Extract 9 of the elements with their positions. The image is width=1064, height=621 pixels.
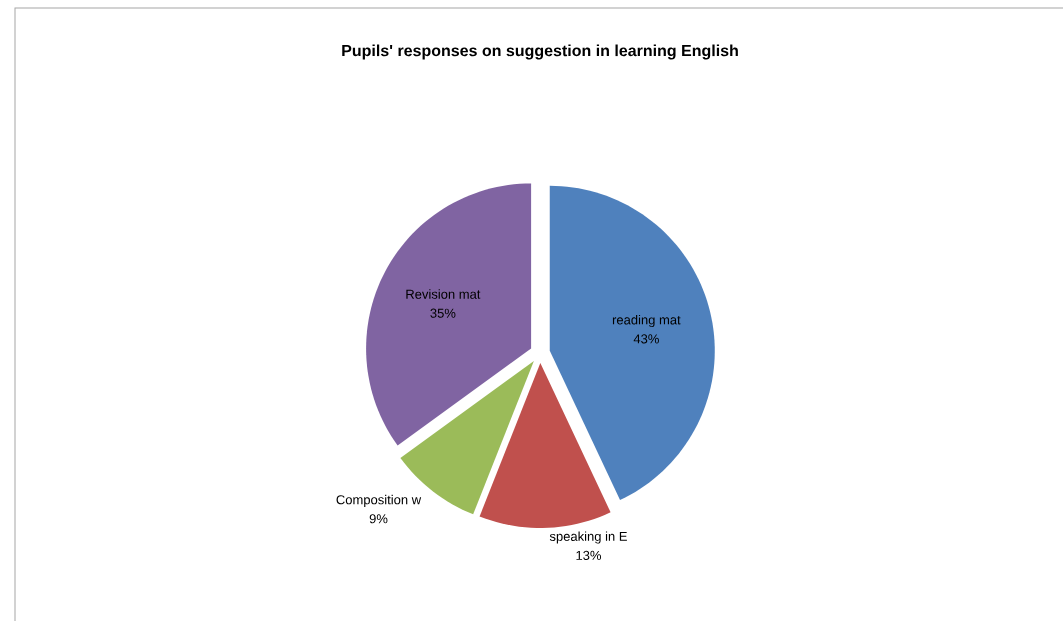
data-label: 35% (430, 308, 456, 318)
slice-label: speaking in E (549, 531, 627, 544)
slice-label: Revision mat (406, 289, 481, 299)
chart-title: Pupils' responses on suggestion in learning English (342, 44, 738, 60)
data-label: 13% (576, 550, 602, 560)
data-label: 9% (369, 514, 388, 524)
data-label: 43% (633, 334, 659, 344)
slice-label: Composition w (336, 494, 422, 507)
slice-label: reading mat (612, 314, 681, 328)
